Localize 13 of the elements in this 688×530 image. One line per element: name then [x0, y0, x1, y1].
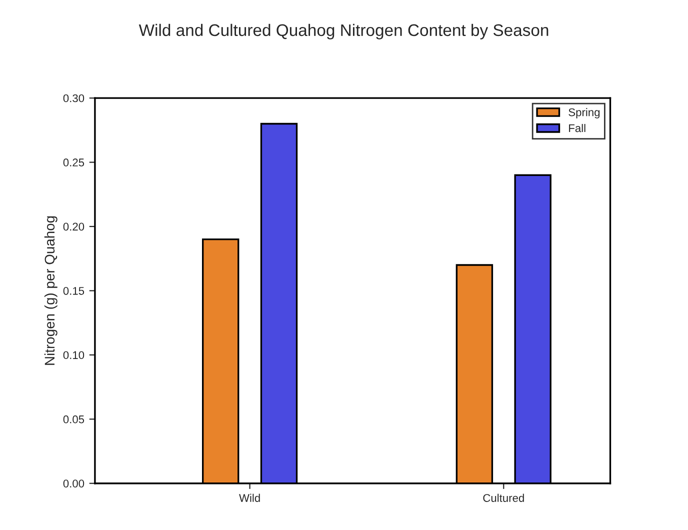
y-tick-label: 0.05 — [63, 415, 84, 424]
y-tick-label: 0.00 — [63, 480, 84, 488]
y-tick-label: 0.20 — [63, 222, 84, 231]
y-tick-label: 0.30 — [63, 94, 84, 102]
x-tick-label: Cultured — [483, 494, 524, 502]
legend-label: Spring — [568, 108, 600, 118]
y-tick-label: 0.15 — [63, 286, 84, 295]
y-axis-title: Nitrogen (g) per Quahog — [44, 216, 58, 365]
y-tick-label: 0.10 — [63, 351, 84, 360]
legend-label: Fall — [569, 124, 586, 132]
y-tick-label: 0.25 — [63, 158, 84, 166]
chart-title: Wild and Cultured Quahog Nitrogen Content by Season — [138, 24, 548, 40]
x-tick-label: Wild — [239, 494, 260, 502]
